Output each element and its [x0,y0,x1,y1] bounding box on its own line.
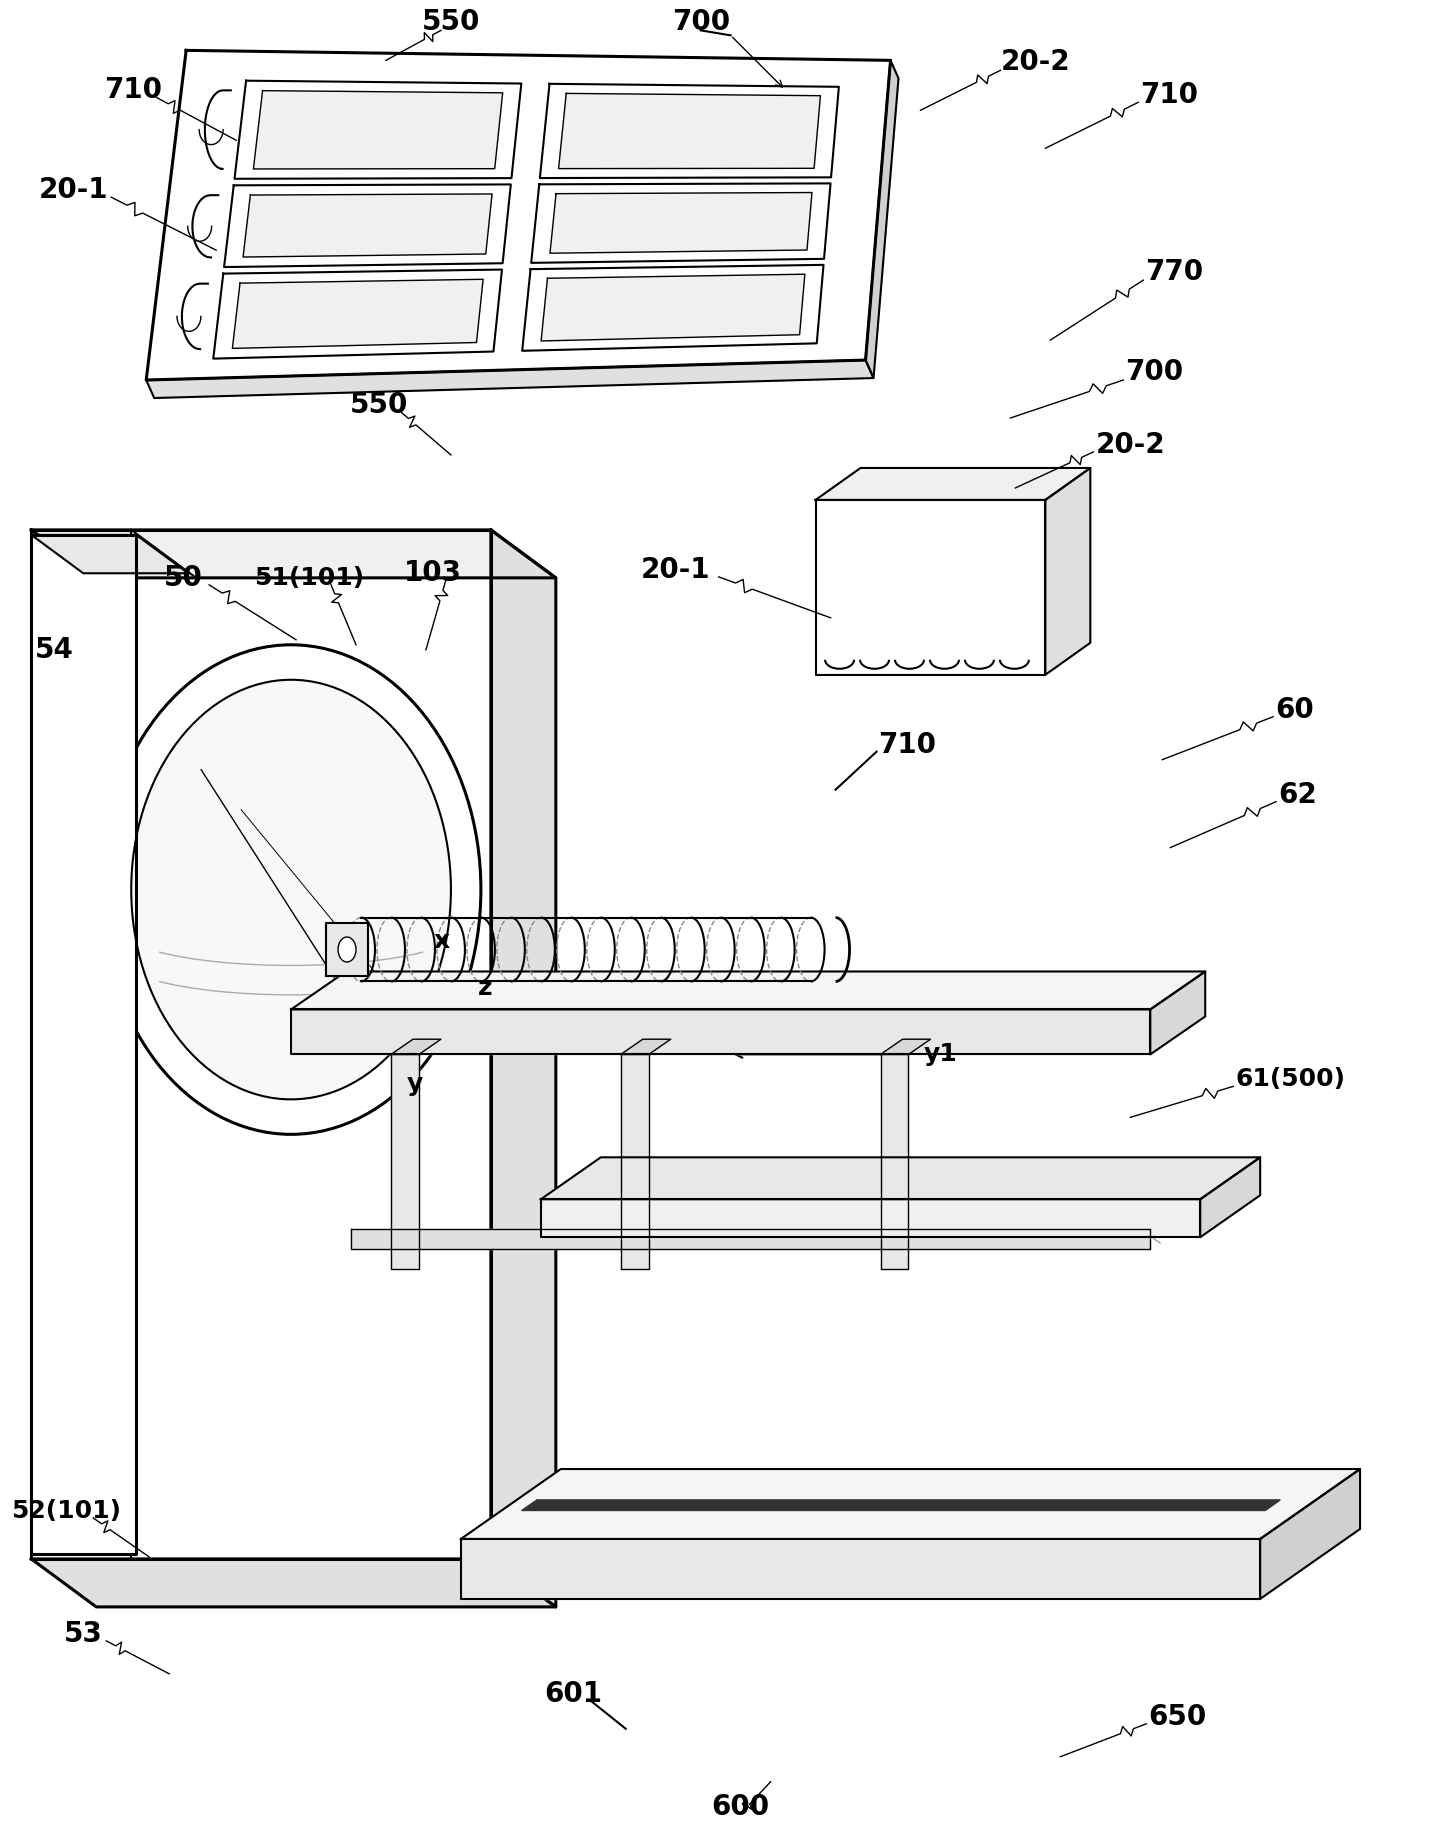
Polygon shape [32,1559,555,1606]
Text: y: y [407,1073,423,1097]
Text: 103: 103 [404,558,461,588]
Polygon shape [146,360,874,398]
Polygon shape [541,1199,1200,1237]
Text: 650: 650 [1148,1703,1207,1730]
Polygon shape [232,279,483,349]
Polygon shape [146,51,891,380]
Polygon shape [1045,467,1090,675]
Polygon shape [522,1500,1280,1511]
Polygon shape [816,500,1045,675]
Polygon shape [1151,971,1206,1055]
Polygon shape [531,182,831,263]
Polygon shape [881,1038,930,1055]
Polygon shape [32,529,490,1559]
Text: 700: 700 [672,9,730,36]
Text: 710: 710 [878,730,936,759]
Polygon shape [326,922,368,976]
Text: 550: 550 [421,9,480,36]
Polygon shape [224,184,510,266]
Polygon shape [522,265,823,350]
Polygon shape [32,535,136,1553]
Text: 601: 601 [544,1679,601,1708]
Text: y1: y1 [923,1042,957,1066]
Polygon shape [461,1538,1260,1599]
Ellipse shape [337,936,356,962]
Text: 710: 710 [104,77,162,104]
Polygon shape [558,93,820,168]
Polygon shape [32,535,187,573]
Polygon shape [391,1038,441,1055]
Polygon shape [620,1055,649,1268]
Polygon shape [391,1055,420,1268]
Text: 51(101): 51(101) [254,566,365,589]
Polygon shape [1200,1157,1260,1237]
Polygon shape [865,60,898,378]
Text: x: x [434,929,450,953]
Text: 54: 54 [35,635,74,664]
Polygon shape [235,80,522,179]
Polygon shape [291,1009,1151,1055]
Text: 20-1: 20-1 [39,177,108,204]
Text: 60: 60 [1275,695,1314,725]
Text: 20-1: 20-1 [642,557,711,584]
Text: z: z [477,976,492,1000]
Ellipse shape [131,679,451,1099]
Text: 62: 62 [1278,781,1317,808]
Polygon shape [213,270,502,360]
Text: 600: 600 [711,1792,770,1821]
Polygon shape [244,193,492,257]
Text: 20-2: 20-2 [1096,431,1165,458]
Text: 20-2: 20-2 [1001,47,1070,77]
Polygon shape [539,84,839,179]
Polygon shape [291,971,1206,1009]
Text: 550: 550 [350,391,408,420]
Polygon shape [549,192,812,254]
Polygon shape [881,1055,908,1268]
Text: 770: 770 [1145,257,1204,287]
Polygon shape [350,1230,1151,1250]
Polygon shape [32,529,555,579]
Polygon shape [1260,1469,1360,1599]
Text: 710: 710 [1141,82,1198,110]
Polygon shape [541,1157,1260,1199]
Text: 52(101): 52(101) [12,1498,121,1524]
Polygon shape [490,529,555,1606]
Polygon shape [620,1038,671,1055]
Text: 50: 50 [164,564,203,591]
Text: 700: 700 [1125,358,1184,387]
Polygon shape [461,1469,1360,1538]
Polygon shape [254,91,503,170]
Text: 61(500): 61(500) [1236,1068,1345,1091]
Polygon shape [816,467,1090,500]
Polygon shape [541,274,805,341]
Ellipse shape [101,644,480,1135]
Text: 53: 53 [63,1621,102,1648]
